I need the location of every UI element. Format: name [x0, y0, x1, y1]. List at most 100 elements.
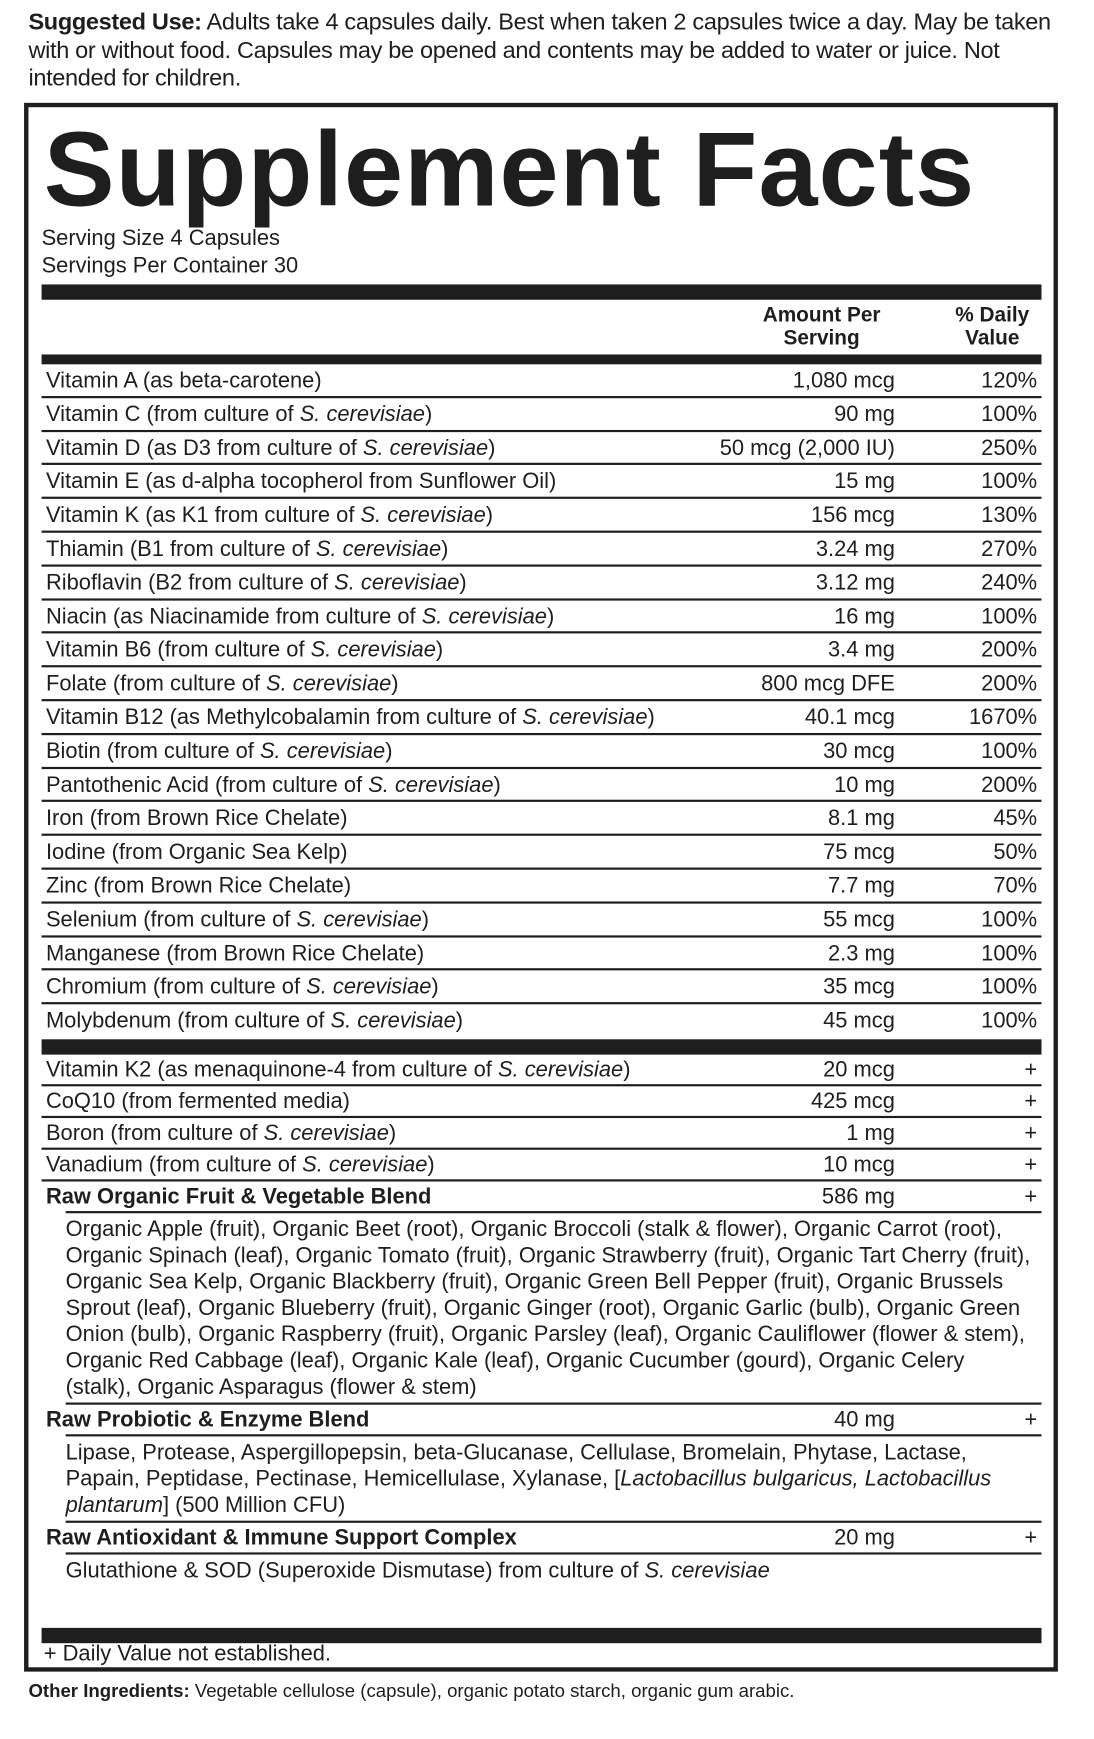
- nutrient-row: Selenium (from culture of S. cerevisiae)…: [41, 903, 1042, 938]
- daily-value: +: [1024, 1089, 1038, 1114]
- daily-value: 100%: [981, 975, 1038, 1000]
- nutrient-name: Folate (from culture of S. cerevisiae): [46, 668, 399, 701]
- nutrient-name: Riboflavin (B2 from culture of S. cerevi…: [46, 566, 467, 599]
- column-header-amount-line2: Serving: [783, 327, 860, 351]
- name-text: Vanadium (from culture of: [45, 1153, 303, 1178]
- daily-value: 70%: [993, 874, 1038, 899]
- name-text: ): [421, 907, 430, 932]
- daily-value: 100%: [981, 941, 1038, 966]
- nutrient-row: Vanadium (from culture of S. cerevisiae)…: [41, 1150, 1042, 1182]
- blend-italic: Lactobacillus bulgaricus, Lactobacillus …: [65, 1467, 992, 1518]
- column-header-amount-line1: Amount Per: [762, 304, 881, 328]
- footnote: + Daily Value not established.: [43, 1642, 332, 1667]
- nutrient-name: Vitamin K2 (as menaquinone-4 from cultur…: [46, 1055, 631, 1087]
- vitamin-rows: Vitamin A (as beta-carotene) 1,080 mcg 120…: [41, 364, 1042, 1037]
- daily-value: 130%: [981, 503, 1038, 528]
- divider-thick: [41, 1039, 1042, 1055]
- nutrient-row: Vitamin B6 (from culture of S. cerevisia…: [41, 634, 1042, 668]
- blend-name: Raw Antioxidant & Immune Support Complex: [45, 1526, 517, 1551]
- daily-value: +: [1024, 1121, 1038, 1146]
- nutrient-name: Boron (from culture of S. cerevisiae): [46, 1118, 396, 1150]
- name-text: Iodine (from Organic Sea Kelp): [45, 840, 348, 865]
- serving-size: Serving Size 4 Capsules: [41, 226, 280, 251]
- blend-italic: S. cerevisiae: [644, 1558, 770, 1584]
- daily-value: 240%: [981, 570, 1038, 595]
- name-text: Pantothenic Acid (from culture of: [45, 772, 369, 798]
- nutrient-row: Thiamin (B1 from culture of S. cerevisia…: [41, 533, 1042, 567]
- amount-per-serving: 75 mcg: [823, 840, 895, 865]
- daily-value: 50%: [993, 840, 1038, 865]
- name-text: ): [441, 537, 449, 562]
- nutrient-name: Thiamin (B1 from culture of S. cerevisia…: [46, 533, 449, 566]
- divider-medium: [41, 354, 1042, 365]
- nutrient-name: Vitamin C (from culture of S. cerevisiae…: [46, 398, 432, 431]
- nutrient-row: Zinc (from Brown Rice Chelate) 7.7 mg 70%: [41, 870, 1042, 904]
- daily-value: 1670%: [968, 705, 1038, 730]
- daily-value: 250%: [981, 436, 1038, 461]
- name-italic: S. cerevisiae: [334, 570, 460, 595]
- daily-value: 200%: [981, 772, 1038, 798]
- name-italic: S. cerevisiae: [299, 402, 425, 427]
- daily-value: +: [1024, 1057, 1038, 1082]
- nutrient-row: Chromium (from culture of S. cerevisiae)…: [41, 971, 1042, 1005]
- name-italic: S. cerevisiae: [263, 1121, 389, 1146]
- nutrient-name: Vitamin A (as beta-carotene): [46, 364, 322, 397]
- nutrient-name: Molybdenum (from culture of S. cerevisia…: [46, 1004, 463, 1037]
- name-italic: S. cerevisiae: [421, 604, 547, 629]
- name-text: ): [427, 1153, 435, 1178]
- nutrient-name: Vanadium (from culture of S. cerevisiae): [46, 1150, 435, 1182]
- panel-title: Supplement Facts: [43, 109, 976, 229]
- name-text: ): [488, 436, 496, 461]
- other-rows: Vitamin K2 (as menaquinone-4 from cultur…: [41, 1055, 1042, 1587]
- blend-name: Raw Organic Fruit & Vegetable Blend: [45, 1184, 432, 1209]
- nutrient-name: Pantothenic Acid (from culture of S. cer…: [46, 769, 501, 802]
- blend-ingredients: Lipase, Protease, Aspergillopepsin, beta…: [65, 1434, 1042, 1523]
- nutrient-row: Vitamin D (as D3 from culture of S. cere…: [41, 432, 1042, 466]
- daily-value: 100%: [981, 604, 1038, 629]
- name-text: ): [485, 503, 494, 528]
- daily-value: +: [1024, 1407, 1038, 1433]
- nutrient-row: Iron (from Brown Rice Chelate) 8.1 mg 45%: [41, 802, 1042, 836]
- nutrient-name: Vitamin B6 (from culture of S. cerevisia…: [46, 634, 443, 667]
- name-text: Vitamin C (from culture of: [45, 402, 300, 427]
- name-italic: S. cerevisiae: [296, 907, 422, 932]
- nutrient-name: Manganese (from Brown Rice Chelate): [46, 937, 424, 970]
- nutrient-row: Vitamin K (as K1 from culture of S. cere…: [41, 499, 1042, 533]
- suggested-use-label: Suggested Use:: [28, 8, 202, 36]
- amount-per-serving: 45 mcg: [823, 1008, 895, 1033]
- name-text: Molybdenum (from culture of: [45, 1008, 331, 1033]
- blend-row: Raw Probiotic & Enzyme Blend 40 mg +: [42, 1405, 1042, 1435]
- nutrient-name: Iodine (from Organic Sea Kelp): [46, 836, 348, 869]
- daily-value: +: [1024, 1153, 1038, 1178]
- name-text: ): [455, 1008, 464, 1033]
- column-header-dv-line2: Value: [965, 327, 1020, 351]
- name-text: Vitamin B12 (as Methylcobalamin from cul…: [45, 705, 523, 730]
- suggested-use-text: Adults take 4 capsules daily. Best when …: [28, 8, 1051, 91]
- nutrient-name: Niacin (as Niacinamide from culture of S…: [46, 600, 554, 633]
- amount-per-serving: 1 mg: [846, 1121, 895, 1146]
- nutrient-name: Vitamin E (as d-alpha tocopherol from Su…: [46, 465, 556, 498]
- amount-per-serving: 10 mg: [834, 772, 895, 798]
- blend-text: Glutathione & SOD (Superoxide Dismutase)…: [65, 1558, 645, 1584]
- name-text: Riboflavin (B2 from culture of: [45, 570, 335, 595]
- name-text: Vitamin B6 (from culture of: [45, 638, 311, 663]
- name-text: ): [424, 402, 433, 427]
- nutrient-name: Chromium (from culture of S. cerevisiae): [46, 971, 439, 1004]
- amount-per-serving: 40.1 mcg: [804, 705, 895, 730]
- blend-ingredients: Organic Apple (fruit), Organic Beet (roo…: [65, 1211, 1042, 1405]
- nutrient-row: CoQ10 (from fermented media) 425 mcg +: [41, 1086, 1042, 1119]
- nutrient-name: Biotin (from culture of S. cerevisiae): [46, 735, 393, 768]
- name-text: ): [435, 638, 444, 663]
- nutrient-name: Vitamin K (as K1 from culture of S. cere…: [46, 499, 493, 532]
- amount-per-serving: 35 mcg: [823, 975, 895, 1000]
- amount-per-serving: 20 mcg: [823, 1057, 895, 1082]
- other-ingredients-text: Vegetable cellulose (capsule), organic p…: [189, 1680, 795, 1702]
- amount-per-serving: 15 mg: [834, 469, 895, 494]
- blend-text: ] (500 Million CFU): [162, 1493, 346, 1518]
- name-italic: S. cerevisiae: [497, 1057, 624, 1082]
- name-italic: S. cerevisiae: [368, 772, 494, 798]
- name-text: Vitamin D (as D3 from culture of: [45, 436, 363, 461]
- amount-per-serving: 30 mcg: [823, 739, 895, 764]
- name-text: ): [385, 739, 393, 764]
- nutrient-row: Pantothenic Acid (from culture of S. cer…: [41, 769, 1042, 803]
